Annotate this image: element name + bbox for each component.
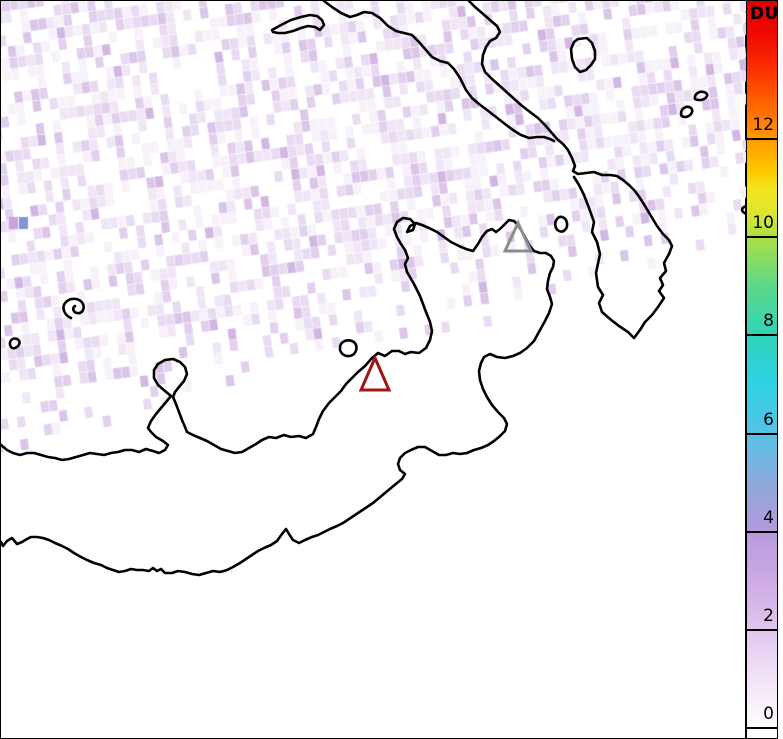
colorbar-units-label: DU bbox=[750, 4, 779, 24]
colorbar-tick-label-8: 8 bbox=[763, 311, 774, 331]
coast-main-landmass bbox=[1, 216, 556, 577]
island-crescent-b bbox=[693, 90, 709, 102]
colorbar-tick-line-2 bbox=[747, 629, 777, 631]
data-swath-canvas bbox=[1, 1, 747, 739]
island-oval bbox=[338, 339, 358, 358]
colorbar-tick-line-12 bbox=[747, 138, 777, 140]
colorbar-tick-line-10 bbox=[747, 236, 777, 238]
colorbar-tick-label-4: 4 bbox=[763, 508, 774, 528]
island-spiral bbox=[62, 297, 85, 320]
coast-long-island-ne bbox=[467, 1, 674, 340]
colorbar-tick-label-0: 0 bbox=[763, 704, 774, 724]
coastlines-svg bbox=[1, 1, 747, 577]
colorbar-tick-label-10: 10 bbox=[752, 213, 774, 233]
island-pentagon bbox=[569, 36, 597, 74]
island-crescent-a bbox=[679, 105, 694, 119]
island-round-small bbox=[553, 215, 569, 233]
coast-long-island-sw bbox=[322, 1, 556, 143]
colorbar-tick-label-2: 2 bbox=[763, 606, 774, 626]
colorbar-gradient bbox=[747, 1, 777, 738]
colorbar: 12 10 8 6 4 2 0 DU bbox=[746, 0, 778, 739]
colorbar-tick-label-12: 12 bbox=[752, 115, 774, 135]
volcano-marker-gray bbox=[502, 219, 534, 253]
volcano-marker-red bbox=[358, 354, 392, 392]
map-area bbox=[0, 0, 747, 739]
colorbar-tick-line-6 bbox=[747, 433, 777, 435]
colorbar-tick-line-8 bbox=[747, 334, 777, 336]
islet-map-edge-east bbox=[740, 204, 747, 216]
island-tiny-west bbox=[8, 337, 21, 350]
colorbar-tick-line-0 bbox=[747, 727, 777, 729]
colorbar-tick-line-4 bbox=[747, 531, 777, 533]
colorbar-tick-label-6: 6 bbox=[763, 410, 774, 430]
island-pointed-northwest bbox=[270, 13, 326, 35]
